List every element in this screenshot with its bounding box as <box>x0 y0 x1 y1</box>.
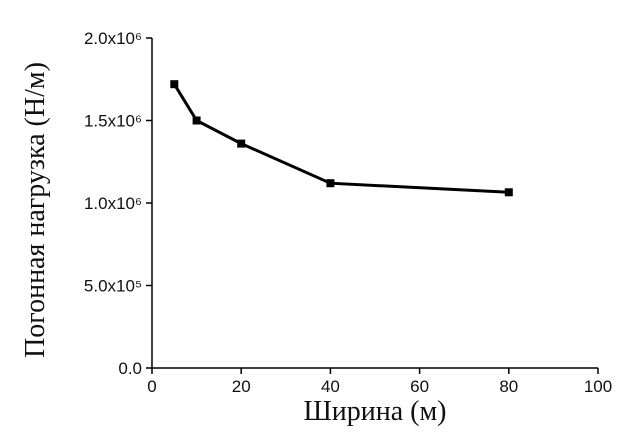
marker <box>326 179 335 188</box>
y-tick-label: 1.5x10⁶ <box>84 112 142 131</box>
x-tick-label: 80 <box>499 377 518 396</box>
y-axis-label: Погонная нагрузка (Н/м) <box>20 62 51 358</box>
x-tick-label: 100 <box>584 377 612 396</box>
marker <box>192 116 201 125</box>
y-tick-label: 2.0x10⁶ <box>84 29 142 48</box>
marker <box>237 139 246 148</box>
marker <box>504 188 513 197</box>
data-line <box>173 83 509 194</box>
x-tick-label: 60 <box>410 377 429 396</box>
marker <box>170 80 179 89</box>
x-tick-label: 20 <box>232 377 251 396</box>
x-tick-label: 40 <box>321 377 340 396</box>
x-tick-label: 0 <box>147 377 156 396</box>
x-axis-label: Ширина (м) <box>304 396 447 427</box>
y-tick-label: 0.0 <box>118 359 142 378</box>
y-tick-label: 1.0x10⁶ <box>84 194 142 213</box>
y-tick-label: 5.0x10⁵ <box>84 277 142 296</box>
